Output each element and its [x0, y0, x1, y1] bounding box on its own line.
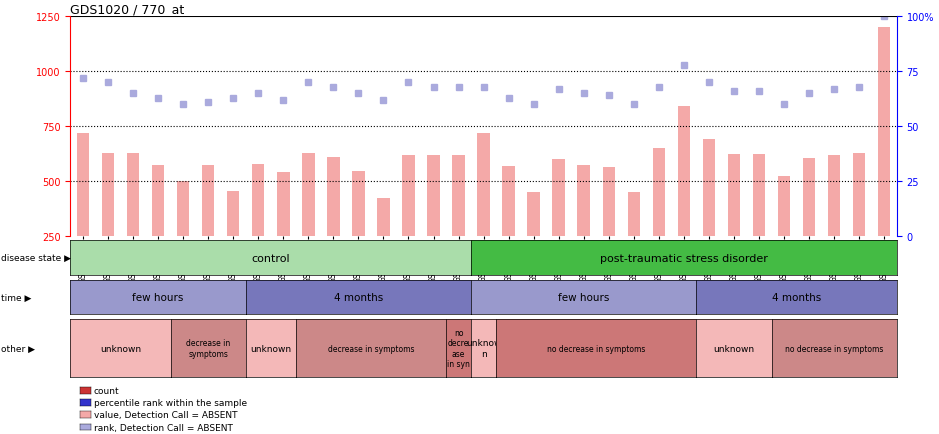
- Bar: [828, 155, 840, 237]
- Text: 4 months: 4 months: [772, 293, 822, 302]
- Text: control: control: [252, 253, 290, 263]
- Text: rank, Detection Call = ABSENT: rank, Detection Call = ABSENT: [94, 423, 233, 431]
- Bar: [302, 153, 315, 237]
- Text: percentile rank within the sample: percentile rank within the sample: [94, 398, 247, 407]
- Bar: [202, 165, 214, 237]
- Bar: [127, 153, 139, 237]
- Bar: [152, 165, 164, 237]
- Bar: [327, 158, 340, 237]
- Bar: [728, 155, 740, 237]
- Text: time ▶: time ▶: [1, 293, 31, 302]
- Bar: [627, 193, 640, 237]
- Bar: [227, 191, 239, 237]
- Text: other ▶: other ▶: [1, 344, 35, 353]
- Text: value, Detection Call = ABSENT: value, Detection Call = ABSENT: [94, 411, 238, 419]
- Text: few hours: few hours: [132, 293, 184, 302]
- Bar: [377, 198, 390, 237]
- Bar: [678, 107, 690, 237]
- Text: unknown: unknown: [250, 344, 291, 353]
- Bar: [702, 140, 716, 237]
- Bar: [552, 160, 565, 237]
- Bar: [878, 28, 890, 237]
- Bar: [577, 165, 590, 237]
- Text: post-traumatic stress disorder: post-traumatic stress disorder: [600, 253, 768, 263]
- Bar: [803, 159, 815, 237]
- Bar: [603, 168, 615, 237]
- Text: disease state ▶: disease state ▶: [1, 254, 71, 263]
- Bar: [77, 134, 89, 237]
- Bar: [402, 155, 415, 237]
- Text: few hours: few hours: [558, 293, 609, 302]
- Text: 4 months: 4 months: [333, 293, 383, 302]
- Text: count: count: [94, 386, 119, 395]
- Bar: [753, 155, 765, 237]
- Text: GDS1020 / 770_at: GDS1020 / 770_at: [70, 3, 185, 16]
- Bar: [653, 149, 665, 237]
- Bar: [101, 153, 115, 237]
- Bar: [277, 173, 289, 237]
- Text: decrease in symptoms: decrease in symptoms: [328, 344, 414, 353]
- Text: unknow
n: unknow n: [466, 339, 501, 358]
- Bar: [853, 153, 866, 237]
- Bar: [177, 182, 190, 237]
- Text: no decrease in symptoms: no decrease in symptoms: [785, 344, 884, 353]
- Bar: [528, 193, 540, 237]
- Text: decrease in
symptoms: decrease in symptoms: [186, 339, 230, 358]
- Text: no
decre
ase
in syn: no decre ase in syn: [447, 328, 470, 368]
- Bar: [453, 155, 465, 237]
- Bar: [477, 134, 490, 237]
- Bar: [777, 176, 791, 237]
- Bar: [252, 164, 265, 237]
- Text: unknown: unknown: [714, 344, 755, 353]
- Text: unknown: unknown: [100, 344, 141, 353]
- Bar: [427, 155, 439, 237]
- Bar: [502, 166, 515, 237]
- Bar: [352, 172, 364, 237]
- Text: no decrease in symptoms: no decrease in symptoms: [547, 344, 645, 353]
